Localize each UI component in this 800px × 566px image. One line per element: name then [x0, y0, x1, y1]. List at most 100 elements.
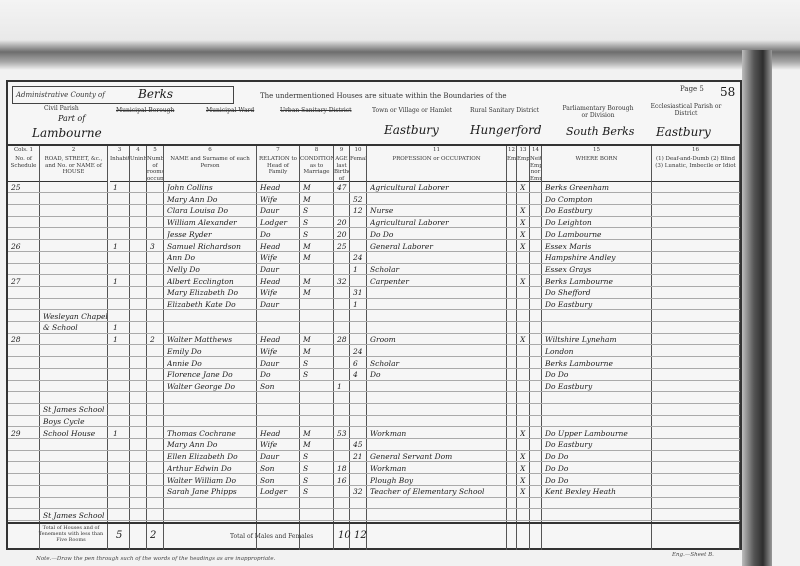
- cell-f: 12: [353, 206, 363, 216]
- column-number: 12: [508, 147, 515, 153]
- cell-name: [167, 498, 256, 509]
- cell-sched: [11, 311, 39, 322]
- cell-m: 18: [337, 463, 347, 473]
- cell-name: Albert Ecclington: [167, 276, 234, 286]
- column-divider: [506, 146, 507, 550]
- column-number: 9: [339, 147, 344, 153]
- cell-rooms: [150, 463, 163, 474]
- column-number: 16: [692, 147, 699, 153]
- cell-born: Essex Grays: [545, 264, 592, 274]
- cell-name: Emily Do: [167, 346, 202, 356]
- cell-born: Do Eastbury: [545, 206, 593, 216]
- cell-f: [353, 276, 366, 287]
- column-header: 11 PROFESSION or OCCUPATION: [367, 146, 507, 182]
- cell-occ: Do Do: [370, 229, 394, 239]
- table-row: Mary Elizabeth Do Wife M 31 Do Shefford: [8, 287, 740, 299]
- cell-name: Samuel Richardson: [167, 241, 241, 251]
- cell-house: [43, 475, 107, 486]
- cell-rel: Head: [260, 276, 281, 286]
- cell-m: [337, 451, 349, 462]
- cell-inh: 1: [113, 276, 118, 286]
- cell-rooms: [150, 205, 163, 216]
- cell-f: [353, 311, 366, 322]
- cell-born: [545, 510, 651, 521]
- cell-sched: [11, 439, 39, 450]
- cell-house: [43, 264, 107, 275]
- cell-emp: [520, 381, 529, 392]
- cell-house: [43, 369, 107, 380]
- cell-rooms: [150, 264, 163, 275]
- cell-emp: [520, 510, 529, 521]
- cell-rooms: [150, 498, 163, 509]
- cell-house: [43, 229, 107, 240]
- admin-county-box: [12, 86, 234, 104]
- cell-cond: S: [303, 358, 309, 368]
- cell-rel: [260, 498, 299, 509]
- cell-name: Walter George Do: [167, 381, 236, 391]
- cell-inh: [113, 205, 129, 216]
- cell-name: [167, 416, 256, 427]
- municipal-ward-label: Municipal Ward: [206, 107, 255, 114]
- table-row: [8, 498, 740, 510]
- cell-f: 45: [353, 440, 363, 450]
- column-header: 16 (1) Deaf-and-Dumb (2) Blind (3) Lunati…: [652, 146, 740, 182]
- footer-note: Note.—Draw the pen through such of the w…: [36, 556, 276, 562]
- column-number: Cols. 1: [13, 147, 34, 153]
- column-divider: [651, 146, 652, 550]
- cell-cond: S: [303, 206, 309, 216]
- cell-rooms: 3: [150, 241, 155, 251]
- cell-inh: [113, 404, 129, 415]
- cell-rooms: [150, 311, 163, 322]
- cell-house: [43, 299, 107, 310]
- cell-house: [43, 498, 107, 509]
- column-number: 5: [153, 147, 157, 153]
- cell-cond: M: [303, 276, 311, 286]
- cell-sched: [11, 393, 39, 404]
- column-label: Females: [350, 156, 366, 162]
- cell-rooms: [150, 287, 163, 298]
- cell-m: 32: [337, 276, 347, 286]
- cell-m: [337, 404, 349, 415]
- cell-name: [167, 393, 256, 404]
- municipal-borough-label: Municipal Borough: [116, 107, 175, 114]
- cell-rel: Head: [260, 428, 281, 438]
- cell-m: [337, 439, 349, 450]
- page-number: Page 5: [680, 85, 704, 93]
- column-number: 14: [532, 147, 539, 153]
- cell-occ: Groom: [370, 335, 396, 345]
- cell-inh: [113, 358, 129, 369]
- table-row: Ann Do Wife M 24 Hampshire Andley: [8, 252, 740, 264]
- cell-cond: M: [303, 428, 311, 438]
- cell-emp: [520, 252, 529, 263]
- cell-rooms: 2: [150, 335, 155, 345]
- cell-inh: [113, 486, 129, 497]
- cell-m: [337, 358, 349, 369]
- column-divider: [39, 146, 40, 550]
- cell-house: Boys Cycle: [43, 417, 85, 426]
- cell-m: [337, 486, 349, 497]
- cell-house: [43, 486, 107, 497]
- cell-house: [43, 463, 107, 474]
- table-row: 28 1 2 Walter Matthews Head M 28 Groom X Wiltshir…: [8, 334, 740, 346]
- cell-born: Do Do: [545, 370, 569, 380]
- table-row: Arthur Edwin Do Son S 18 Workman X Do Do: [8, 463, 740, 475]
- cell-born: [545, 322, 651, 333]
- cell-occ: [370, 510, 506, 521]
- column-number: 3: [117, 147, 122, 153]
- cell-rel: Do: [260, 229, 271, 239]
- cell-emp: X: [520, 206, 526, 216]
- cell-occ: [370, 439, 506, 450]
- rural-district-label: Rural Sanitary District: [470, 107, 540, 114]
- cell-sched: [11, 194, 39, 205]
- cell-born: Do Do: [545, 475, 569, 485]
- cell-rel: [260, 404, 299, 415]
- cell-rooms: [150, 358, 163, 369]
- cell-house: [43, 287, 107, 298]
- cell-name: Elizabeth Kate Do: [167, 300, 236, 309]
- column-header: Cols. 1 No. of Schedule: [8, 146, 40, 182]
- column-number: 8: [314, 147, 319, 153]
- cell-inh: 1: [113, 335, 118, 345]
- cell-name: Arthur Edwin Do: [167, 463, 232, 473]
- column-number: 13: [519, 147, 527, 153]
- cell-rooms: [150, 510, 163, 521]
